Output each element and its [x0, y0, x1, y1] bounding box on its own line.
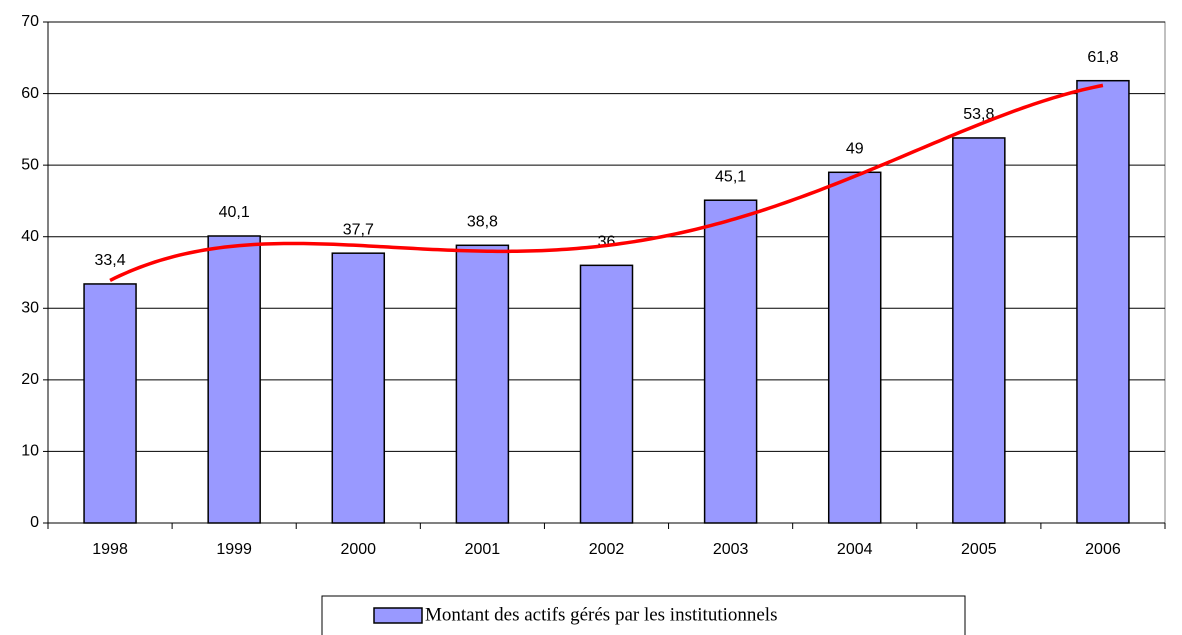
legend-box: [321, 595, 966, 635]
legend-label: Montant des actifs gérés par les institu…: [425, 604, 777, 625]
data-label: 38,8: [467, 214, 498, 231]
y-tick-label: 50: [21, 156, 39, 173]
x-tick-label: 2000: [340, 541, 376, 558]
y-tick-label: 40: [21, 228, 39, 245]
trend-line: [109, 83, 1104, 282]
y-tick-label: 70: [21, 13, 39, 30]
bar: [83, 283, 137, 524]
x-tick-label: 2006: [1085, 541, 1121, 558]
data-label: 37,7: [343, 221, 374, 238]
bar: [1076, 79, 1130, 524]
data-label: 36: [598, 234, 616, 251]
legend-swatch: [373, 607, 423, 624]
x-tick-label: 2001: [465, 541, 501, 558]
x-tick-label: 2005: [961, 541, 997, 558]
data-label: 45,1: [715, 168, 746, 185]
data-label: 53,8: [963, 106, 994, 123]
bar: [331, 252, 386, 524]
y-tick-label: 10: [21, 443, 39, 460]
y-tick-label: 0: [30, 514, 39, 531]
bar: [207, 235, 261, 524]
x-tick-label: 1998: [92, 541, 128, 558]
y-tick-label: 20: [21, 371, 39, 388]
bar: [827, 171, 882, 524]
x-tick-label: 1999: [216, 541, 252, 558]
bar: [579, 264, 634, 524]
x-tick-label: 2004: [837, 541, 873, 558]
y-tick-label: 60: [21, 85, 39, 102]
data-label: 49: [846, 141, 864, 158]
bar: [952, 137, 1006, 524]
bar: [455, 244, 510, 524]
x-tick-label: 2003: [713, 541, 749, 558]
x-tick-label: 2002: [589, 541, 625, 558]
bar: [703, 199, 758, 524]
data-label: 33,4: [94, 252, 125, 269]
y-tick-label: 30: [21, 300, 39, 317]
data-label: 40,1: [219, 204, 250, 221]
data-label: 61,8: [1087, 49, 1118, 66]
